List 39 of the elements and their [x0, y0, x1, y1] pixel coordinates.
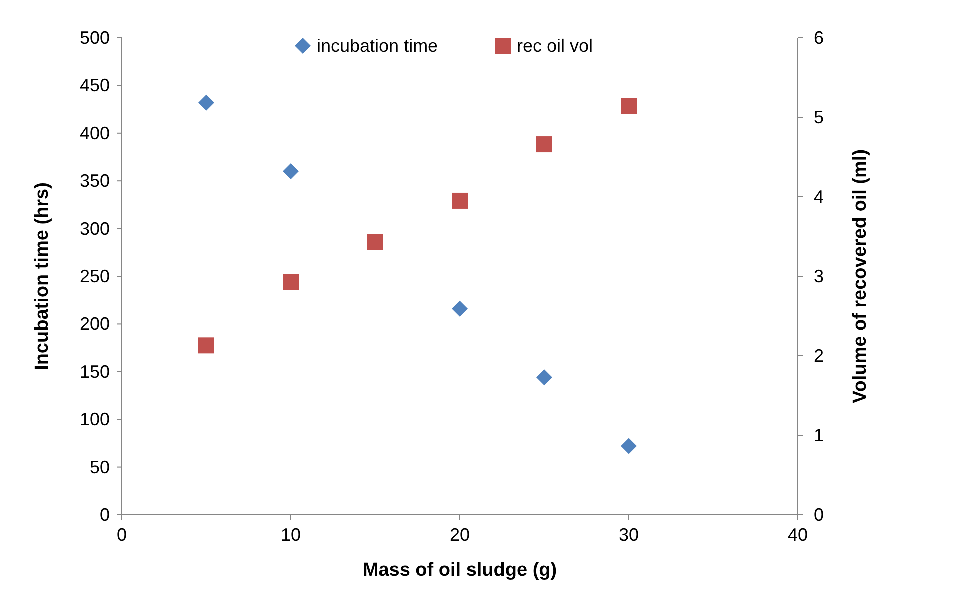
x-tick-label: 40: [788, 525, 808, 545]
point: [621, 438, 637, 454]
y-tick-label: 500: [80, 28, 110, 48]
x-axis-title: Mass of oil sludge (g): [362, 560, 558, 581]
point: [536, 370, 552, 386]
y2-axis-title: Volume of recovered oil (ml): [850, 149, 871, 404]
y2-tick-label: 6: [814, 28, 824, 48]
y2-tick-label: 3: [814, 266, 824, 286]
y2-tick-label: 1: [814, 426, 824, 446]
y-tick-label: 0: [100, 505, 110, 525]
legend-label: incubation time: [317, 36, 438, 56]
point: [198, 94, 214, 111]
y-tick-label: 200: [80, 314, 110, 334]
x-tick-label: 10: [280, 525, 302, 545]
point: [536, 136, 552, 153]
y-tick-label: 250: [80, 266, 110, 286]
x-tick-label: 0: [116, 525, 128, 545]
y2-tick-label: 5: [814, 108, 824, 128]
point: [283, 274, 299, 290]
legend-label: rec oil vol: [517, 36, 594, 56]
point: [368, 234, 384, 250]
y2-tick-label: 2: [814, 346, 824, 366]
point: [452, 300, 468, 317]
x-tick-label: 20: [450, 525, 470, 545]
point: [621, 98, 637, 114]
y-axis-title: Incubation time (hrs): [32, 182, 53, 370]
y-tick-label: 50: [90, 457, 110, 478]
y-tick-label: 150: [80, 362, 110, 382]
y-tick-label: 400: [80, 123, 110, 144]
y-tick-label: 300: [80, 218, 110, 239]
y-tick-label: 450: [80, 76, 110, 96]
y-tick-label: 100: [80, 410, 110, 430]
point: [283, 164, 299, 180]
y-tick-label: 350: [80, 171, 110, 192]
y2-tick-label: 4: [814, 187, 824, 207]
y2-tick-label: 0: [814, 505, 824, 525]
x-tick-label: 30: [618, 525, 640, 545]
point: [452, 192, 468, 209]
point: [198, 338, 214, 354]
